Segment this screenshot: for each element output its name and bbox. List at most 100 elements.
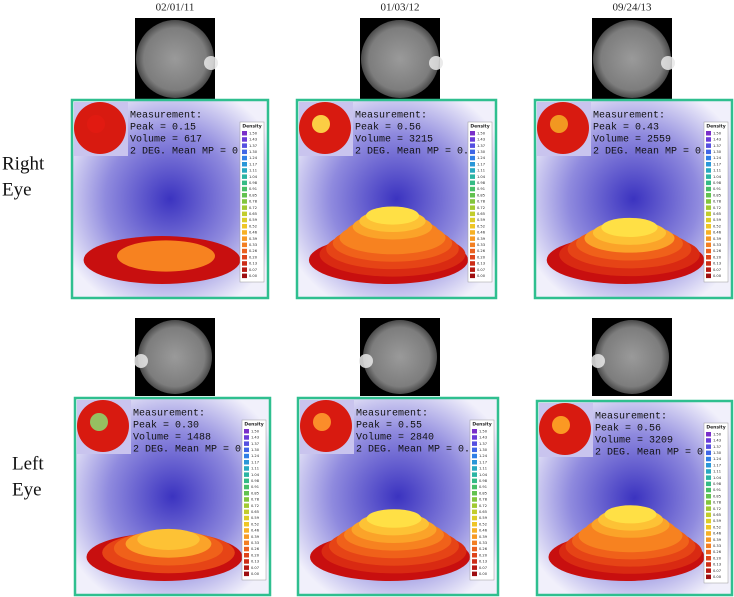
legend-label: 1.24 (713, 457, 722, 461)
legend-label: 0.52 (713, 525, 721, 529)
legend-swatch (244, 484, 249, 490)
legend-swatch (706, 248, 711, 254)
legend-label: 0.52 (713, 224, 721, 228)
legend-swatch (470, 267, 475, 272)
legend-label: 1.17 (713, 463, 721, 467)
legend-label: 0.46 (477, 231, 486, 235)
date-label: 01/03/12 (380, 2, 419, 14)
legend-label: 0.26 (251, 547, 260, 551)
legend-swatch (242, 224, 247, 229)
heat-peak (552, 416, 570, 434)
legend-label: 0.78 (477, 200, 486, 204)
legend-label: 1.30 (249, 150, 258, 154)
legend-label: 1.43 (479, 436, 487, 440)
legend-swatch (244, 429, 249, 434)
legend-label: 0.85 (249, 193, 257, 197)
row-label: Right (2, 153, 45, 174)
fundus-image (138, 320, 212, 394)
legend-label: 0.46 (479, 529, 488, 533)
legend-swatch (242, 242, 247, 248)
legend-swatch (706, 199, 711, 204)
legend-swatch (706, 543, 711, 549)
legend-label: 0.52 (479, 522, 487, 526)
legend-label: 0.98 (713, 482, 722, 486)
legend-swatch (706, 469, 711, 474)
legend-label: 0.85 (713, 494, 721, 498)
measurement-text: Peak = 0.15 (130, 122, 196, 134)
legend-swatch (472, 571, 477, 577)
legend-label: 1.17 (479, 460, 487, 464)
legend-swatch (242, 168, 247, 173)
heat-peak (90, 413, 108, 431)
legend-swatch (706, 168, 711, 173)
measurement-text: Peak = 0.56 (595, 423, 661, 435)
legend-label: 0.13 (713, 262, 721, 266)
legend-label: 0.26 (479, 547, 488, 551)
legend-label: 0.72 (477, 206, 485, 210)
legend-label: 1.43 (477, 138, 485, 142)
legend-label: 0.33 (713, 243, 721, 247)
legend-label: 0.59 (713, 218, 722, 222)
fundus-image (136, 20, 214, 98)
legend-swatch (242, 193, 247, 198)
legend-swatch (706, 255, 711, 260)
mound-layer (366, 509, 422, 528)
mound-layer (604, 505, 657, 524)
legend-swatch (706, 475, 711, 480)
legend-title: Density (244, 422, 263, 428)
measurement-text: Measurement: (595, 412, 667, 423)
legend-label: 1.50 (479, 429, 488, 433)
legend-label: 0.20 (713, 556, 722, 560)
legend-label: 0.07 (713, 268, 721, 272)
legend-swatch (244, 478, 249, 484)
legend-swatch (242, 155, 247, 161)
legend-label: 0.13 (477, 262, 485, 266)
legend-swatch (470, 186, 475, 192)
legend-label: 1.11 (251, 467, 259, 471)
legend-label: 1.04 (251, 473, 260, 477)
measurement-text: Volume = 617 (130, 134, 202, 146)
legend-label: 1.37 (479, 442, 487, 446)
legend-label: 1.17 (477, 162, 485, 166)
measurement-text: 2 DEG. Mean MP = 0.43 (595, 448, 721, 459)
legend-swatch (706, 155, 711, 161)
legend-swatch (472, 460, 477, 465)
measurement-text: Measurement: (130, 111, 202, 122)
legend-swatch (706, 518, 711, 524)
legend-label: 0.46 (713, 231, 722, 235)
legend-label: 1.50 (251, 429, 260, 433)
legend-label: 1.50 (477, 131, 486, 135)
legend-label: 1.24 (477, 156, 486, 160)
optic-disc (429, 56, 443, 70)
legend-swatch (706, 143, 711, 148)
legend-swatch (706, 186, 711, 192)
legend-title: Density (472, 422, 491, 428)
legend-swatch (242, 137, 247, 142)
legend-label: 1.17 (713, 162, 721, 166)
legend-title: Density (242, 124, 261, 130)
legend-label: 0.13 (251, 560, 259, 564)
legend-swatch (244, 534, 249, 539)
legend-swatch (706, 556, 711, 561)
legend-swatch (244, 553, 249, 558)
legend-swatch (472, 503, 477, 508)
legend-label: 0.39 (713, 237, 722, 241)
legend-label: 1.43 (713, 439, 721, 443)
legend-swatch (242, 217, 247, 223)
legend-swatch (244, 466, 249, 471)
legend-swatch (242, 199, 247, 204)
legend-swatch (244, 447, 249, 453)
mound-layer (601, 217, 658, 238)
legend-label: 0.72 (251, 504, 259, 508)
legend-label: 0.00 (713, 274, 722, 278)
legend-swatch (470, 168, 475, 173)
legend-swatch (706, 481, 711, 487)
legend-label: 1.43 (251, 436, 259, 440)
measurement-text: Measurement: (355, 111, 427, 122)
legend-label: 0.59 (479, 516, 488, 520)
legend-label: 0.07 (251, 566, 259, 570)
measurement-text: Volume = 2559 (593, 134, 671, 146)
legend-swatch (470, 205, 475, 210)
legend-label: 1.17 (249, 162, 257, 166)
